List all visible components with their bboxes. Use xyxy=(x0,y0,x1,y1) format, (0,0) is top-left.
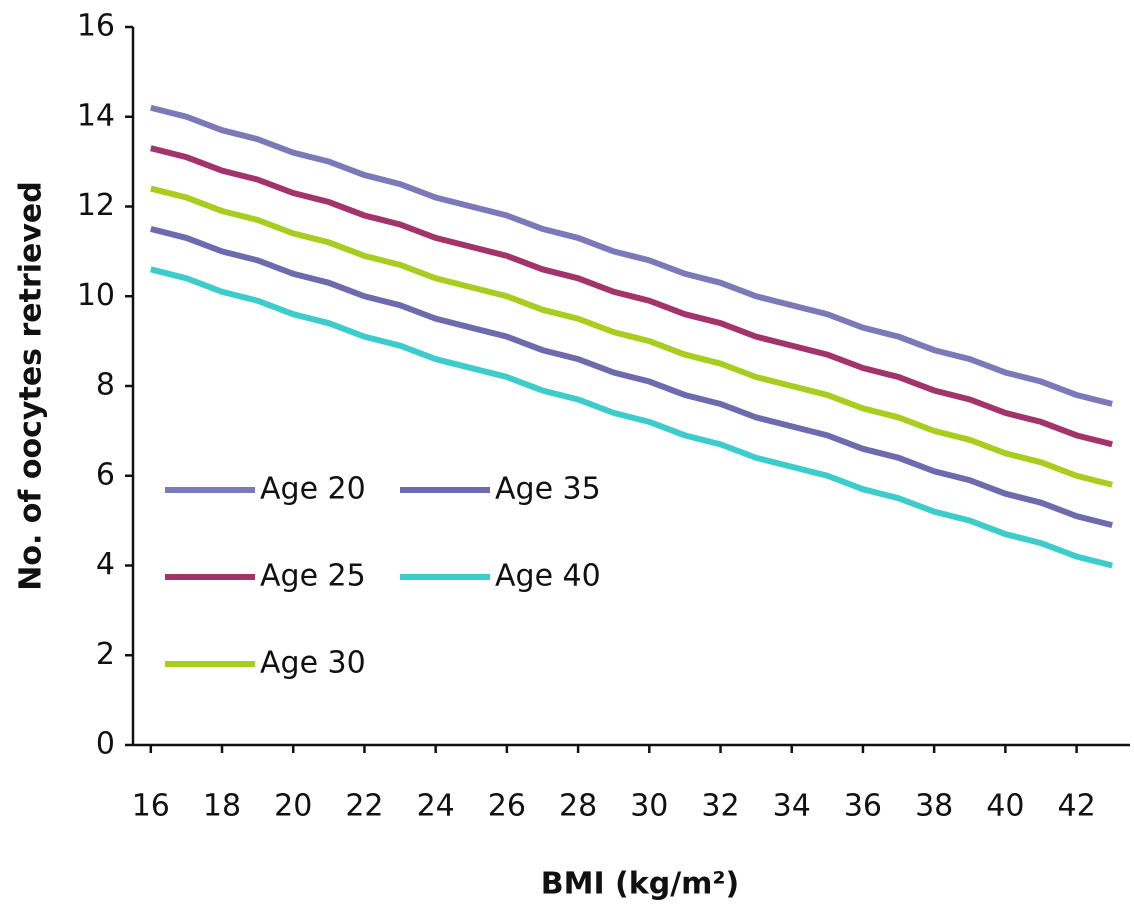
y-tick-label: 4 xyxy=(96,547,115,582)
x-tick-label: 36 xyxy=(844,789,882,824)
x-tick-label: 40 xyxy=(986,789,1024,824)
legend-label: Age 25 xyxy=(260,559,366,594)
x-tick-label: 16 xyxy=(132,789,170,824)
legend-label: Age 20 xyxy=(260,472,366,507)
y-tick-label: 12 xyxy=(77,188,115,223)
x-tick-label: 42 xyxy=(1057,789,1095,824)
x-tick-label: 20 xyxy=(274,789,312,824)
y-tick-label: 10 xyxy=(77,278,115,313)
data-line xyxy=(150,104,1113,407)
x-tick-label: 28 xyxy=(559,789,597,824)
y-tick-label: 14 xyxy=(77,98,115,133)
x-tick-label: 38 xyxy=(915,789,953,824)
x-tick-label: 18 xyxy=(203,789,241,824)
legend-label: Age 35 xyxy=(495,472,601,507)
x-axis-title: BMI (kg/m²) xyxy=(541,867,740,902)
x-tick-label: 34 xyxy=(773,789,811,824)
y-tick-label: 8 xyxy=(96,368,115,403)
y-tick-label: 0 xyxy=(96,727,115,762)
y-tick-label: 2 xyxy=(96,637,115,672)
legend-label: Age 30 xyxy=(260,646,366,681)
data-line xyxy=(150,266,1113,569)
x-tick-label: 32 xyxy=(701,789,739,824)
data-line xyxy=(150,185,1113,488)
legend-label: Age 40 xyxy=(495,559,601,594)
y-tick-label: 6 xyxy=(96,457,115,492)
y-tick-label: 16 xyxy=(77,9,115,44)
x-tick-label: 26 xyxy=(488,789,526,824)
x-tick-label: 24 xyxy=(417,789,455,824)
y-axis-title: No. of oocytes retrieved xyxy=(14,181,49,591)
x-tick-label: 22 xyxy=(345,789,383,824)
data-line xyxy=(150,226,1113,529)
x-tick-label: 30 xyxy=(630,789,668,824)
data-line xyxy=(150,145,1113,448)
